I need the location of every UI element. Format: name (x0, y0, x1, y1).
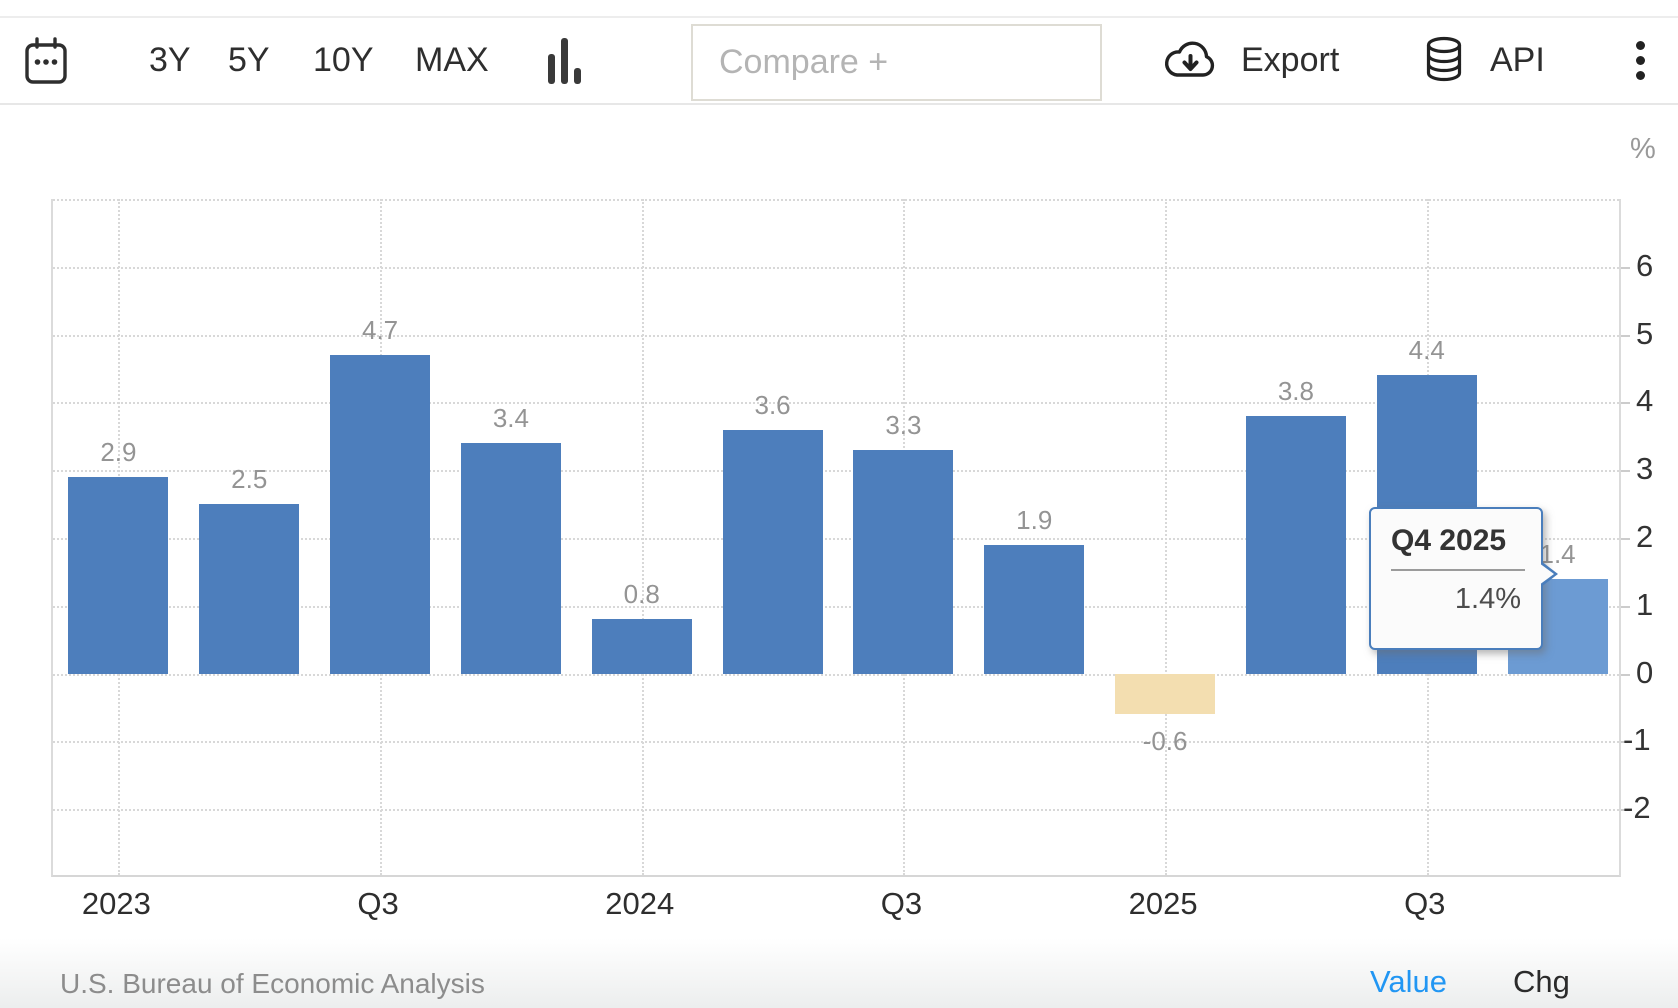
y-tick-mark (1621, 402, 1630, 405)
export-label: Export (1241, 41, 1340, 79)
x-axis-label: 2025 (1128, 886, 1198, 921)
x-axis-label: Q3 (357, 886, 399, 921)
y-tick-mark (1621, 266, 1630, 269)
more-options-button[interactable] (1630, 18, 1650, 103)
bar-value-label: -0.6 (1142, 726, 1188, 757)
bar-q3-2024[interactable] (853, 449, 954, 674)
x-axis-label: 2023 (81, 886, 151, 921)
bar-value-label: 3.3 (885, 409, 922, 440)
gridline-h (53, 402, 1619, 405)
gridline-h (53, 605, 1619, 608)
bar-q4-2023[interactable] (460, 443, 561, 674)
bottom-fade (0, 938, 1678, 1008)
y-tick-mark (1621, 673, 1630, 676)
tooltip-title: Q4 2025 (1391, 524, 1507, 557)
bar-value-label: 2.5 (231, 464, 268, 495)
value-toggle[interactable]: Value (1370, 964, 1447, 999)
kebab-menu-icon (1635, 41, 1645, 50)
y-tick-mark (1621, 809, 1630, 812)
y-tick-mark (1621, 334, 1630, 337)
x-axis-label: Q3 (1404, 886, 1446, 921)
tooltip-separator (1391, 569, 1525, 571)
tooltip: Q4 2025 1.4% (1369, 507, 1558, 650)
y-axis-label: 5 (1636, 315, 1654, 351)
range-button-max[interactable]: MAX (415, 41, 489, 79)
y-axis-label: 4 (1636, 383, 1654, 419)
api-button[interactable]: API (1423, 18, 1545, 103)
y-axis-label: -2 (1623, 790, 1651, 826)
y-tick-mark (1621, 470, 1630, 473)
compare-input-box (691, 24, 1102, 101)
bar-value-label: 1.9 (1016, 504, 1053, 535)
y-axis-label: 6 (1636, 247, 1654, 283)
bar-value-label: 3.8 (1277, 375, 1314, 406)
y-axis-label: 3 (1636, 451, 1654, 487)
bar-q1-2025[interactable] (1115, 673, 1216, 715)
y-tick-mark (1621, 538, 1630, 540)
gridline-v (641, 199, 644, 875)
x-axis-label: 2024 (605, 886, 675, 921)
chart-type-button[interactable] (548, 18, 581, 103)
api-label: API (1490, 41, 1545, 79)
database-icon (1423, 35, 1465, 87)
gridline-h (53, 809, 1619, 812)
chart-toolbar: 3Y 5Y 10Y MAX Export (0, 16, 1678, 105)
range-button-5y[interactable]: 5Y (228, 41, 270, 79)
gridline-h (53, 673, 1619, 676)
y-axis-label: 2 (1636, 519, 1654, 554)
chg-toggle[interactable]: Chg (1513, 964, 1570, 999)
gridline-h (53, 538, 1619, 540)
bar-chart-type-icon (548, 37, 581, 84)
gridline-h (53, 266, 1619, 269)
export-button[interactable]: Export (1162, 18, 1339, 103)
range-button-10y[interactable]: 10Y (313, 41, 374, 79)
gridline-h (53, 334, 1619, 337)
y-tick-mark (1621, 605, 1630, 608)
tooltip-value: 1.4% (1454, 583, 1521, 615)
bar-q3-2023[interactable] (330, 354, 431, 674)
y-axis-unit-label: % (1630, 133, 1656, 165)
bar-value-label: 4.7 (362, 314, 399, 345)
y-tick-mark (1621, 741, 1630, 744)
x-axis-label: Q3 (880, 886, 923, 921)
gridline-v (1165, 199, 1168, 875)
bar-value-label: 0.8 (623, 579, 660, 610)
bar-value-label: 4.4 (1408, 335, 1445, 366)
gridline-h (53, 470, 1619, 473)
y-axis-label: 1 (1636, 586, 1654, 622)
y-axis-label: 0 (1636, 654, 1654, 690)
bar-q4-2024[interactable] (984, 544, 1085, 674)
bar-value-label: 3.4 (492, 403, 529, 434)
bar-q1-2024[interactable] (591, 619, 692, 674)
range-button-3y[interactable]: 3Y (149, 41, 191, 79)
y-axis-label: -1 (1623, 722, 1651, 758)
calendar-icon (23, 36, 69, 86)
bar-q1-2023[interactable] (68, 476, 169, 674)
gridline-h (53, 741, 1619, 744)
source-attribution: U.S. Bureau of Economic Analysis (60, 968, 485, 999)
bar-q2-2025[interactable] (1245, 415, 1346, 674)
compare-input[interactable] (693, 26, 1100, 99)
bar-q2-2023[interactable] (199, 504, 300, 674)
calendar-button[interactable] (23, 18, 69, 103)
bar-value-label: 2.9 (100, 436, 137, 467)
bar-value-label: 3.6 (754, 389, 791, 420)
cloud-download-icon (1162, 39, 1220, 83)
bar-q2-2024[interactable] (722, 429, 823, 674)
gridline-h (53, 199, 1619, 201)
